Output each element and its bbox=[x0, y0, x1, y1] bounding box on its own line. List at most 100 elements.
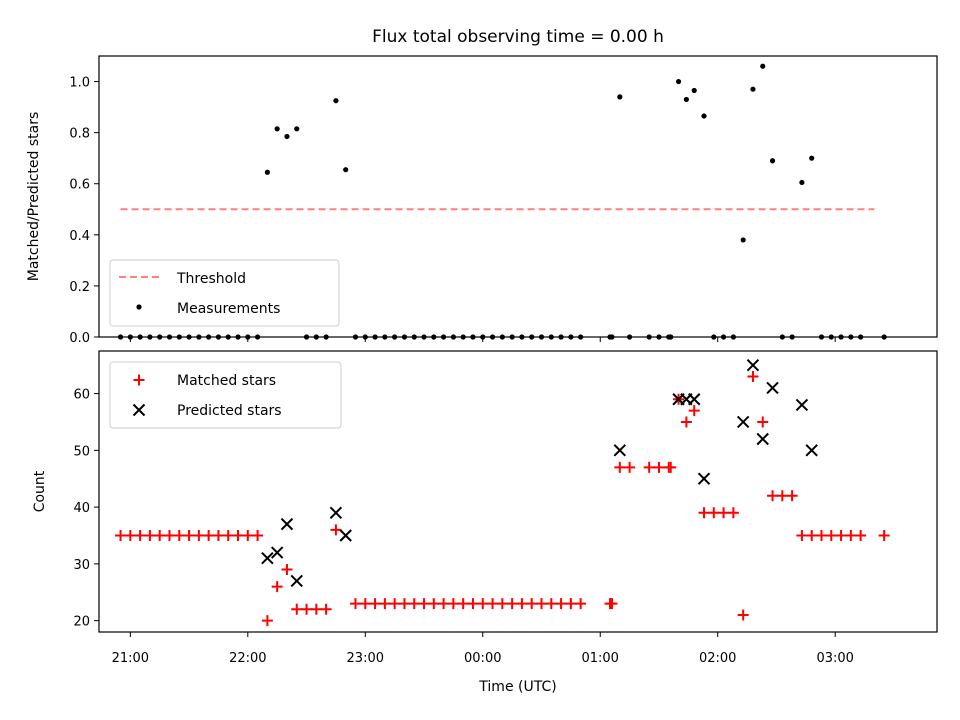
matched-star-point bbox=[447, 598, 459, 610]
matched-star-point bbox=[193, 529, 205, 541]
predicted-star-point bbox=[270, 546, 284, 559]
matched-star-point bbox=[115, 529, 127, 541]
matched-star-point bbox=[624, 461, 636, 473]
legend-measurement-label: Measurements bbox=[177, 301, 280, 317]
y-axis-label: Matched/Predicted stars bbox=[26, 112, 42, 282]
matched-star-point bbox=[389, 598, 401, 610]
matched-star-point bbox=[565, 598, 577, 610]
legend: Threshold Measurements bbox=[109, 259, 340, 327]
matched-star-point bbox=[252, 529, 264, 541]
matched-star-point bbox=[281, 564, 293, 576]
count-panel: 20 30 40 50 60 21:00 22:00 23:00 00:00 01:00 02:00… bbox=[32, 350, 938, 695]
matched-star-point bbox=[428, 598, 440, 610]
matched-star-point bbox=[506, 598, 518, 610]
predicted-star-point bbox=[290, 574, 303, 588]
x-tick-label: 02:00 bbox=[699, 651, 736, 666]
matched-star-point bbox=[349, 598, 361, 610]
matched-star-point bbox=[718, 507, 730, 519]
axes-frame bbox=[98, 55, 938, 338]
matched-star-point bbox=[796, 529, 808, 541]
predicted-star-point bbox=[613, 444, 627, 457]
measurement-point bbox=[264, 169, 270, 175]
legend-threshold-label: Threshold bbox=[176, 271, 246, 287]
matched-star-point bbox=[555, 598, 567, 610]
legend-predicted-swatch bbox=[132, 403, 146, 417]
matched-star-point bbox=[222, 529, 234, 541]
matched-star-point bbox=[369, 598, 381, 610]
y-tick-label: 1.0 bbox=[69, 76, 90, 91]
matched-star-point bbox=[261, 615, 273, 627]
measurement-point bbox=[769, 158, 776, 164]
matched-star-point bbox=[359, 598, 371, 610]
matched-star-point bbox=[767, 490, 779, 502]
measurement-point bbox=[675, 78, 682, 85]
measurement-point bbox=[809, 155, 815, 161]
x-tick-label: 00:00 bbox=[464, 651, 501, 666]
y-tick-label: 0.0 bbox=[69, 331, 90, 346]
measurement-point bbox=[284, 133, 290, 140]
matched-star-point bbox=[438, 598, 450, 610]
matched-star-point bbox=[330, 524, 342, 536]
matched-star-point bbox=[408, 598, 420, 610]
matched-star-point bbox=[680, 416, 692, 428]
x-axis-label: Time (UTC) bbox=[478, 679, 556, 695]
measurement-point bbox=[760, 63, 766, 69]
measurement-point bbox=[333, 98, 339, 104]
matched-star-point bbox=[242, 529, 254, 541]
measurement-point bbox=[701, 113, 707, 119]
predicted-star-point bbox=[339, 529, 352, 542]
matched-star-point bbox=[291, 603, 303, 615]
matched-star-point bbox=[776, 490, 788, 502]
matched-star-point bbox=[698, 507, 710, 519]
matched-star-point bbox=[163, 529, 175, 541]
matched-star-point bbox=[134, 529, 146, 541]
matched-star-point bbox=[708, 507, 720, 519]
x-tick-label: 23:00 bbox=[347, 651, 384, 666]
y-tick-label: 40 bbox=[73, 501, 90, 516]
predicted-star-point bbox=[805, 444, 818, 457]
measurement-point bbox=[274, 126, 280, 132]
predicted-star-point bbox=[746, 358, 760, 372]
matched-star-point bbox=[653, 461, 665, 473]
ratio-panel: 0.0 0.2 0.4 0.6 0.8 1.0 Matched/Predicted star… bbox=[26, 55, 938, 346]
matched-star-point bbox=[526, 598, 538, 610]
legend-matched-swatch bbox=[133, 374, 145, 386]
matched-star-point bbox=[467, 598, 479, 610]
matched-star-point bbox=[310, 603, 322, 615]
matched-star-point bbox=[878, 529, 890, 541]
x-tick-label: 21:00 bbox=[112, 651, 149, 666]
matched-star-point bbox=[398, 598, 410, 610]
predicted-star-point bbox=[261, 551, 274, 565]
matched-star-point bbox=[643, 461, 655, 473]
y-tick-label: 0.4 bbox=[69, 229, 90, 244]
predicted-star-point bbox=[688, 393, 701, 406]
measurement-point bbox=[343, 167, 349, 173]
measurement-point bbox=[617, 94, 623, 100]
matched-star-point bbox=[757, 416, 769, 428]
matched-star-point bbox=[747, 371, 759, 383]
matched-star-point bbox=[688, 405, 700, 417]
y-tick-label: 30 bbox=[73, 558, 90, 573]
y-tick-label: 50 bbox=[73, 444, 90, 459]
matched-star-point bbox=[487, 598, 499, 610]
predicted-star-point bbox=[280, 517, 294, 531]
matched-star-point bbox=[232, 529, 244, 541]
matched-star-point bbox=[786, 490, 798, 502]
matched-star-point bbox=[203, 529, 215, 541]
matched-star-point bbox=[496, 598, 508, 610]
matched-star-point bbox=[418, 598, 430, 610]
y-axis-label: Count bbox=[32, 470, 48, 512]
matched-star-point bbox=[144, 529, 156, 541]
x-tick-label: 01:00 bbox=[581, 651, 618, 666]
measurement-point bbox=[799, 179, 805, 186]
matched-star-point bbox=[614, 461, 626, 473]
measurement-point bbox=[750, 86, 756, 92]
y-tick-label: 0.2 bbox=[69, 280, 90, 295]
chart-title: Flux total observing time = 0.00 h bbox=[372, 27, 664, 47]
measurement-point bbox=[691, 87, 697, 94]
matched-star-point bbox=[855, 529, 867, 541]
matched-star-point bbox=[154, 529, 166, 541]
x-tick-label: 03:00 bbox=[816, 651, 853, 666]
x-tick-label: 22:00 bbox=[229, 651, 266, 666]
